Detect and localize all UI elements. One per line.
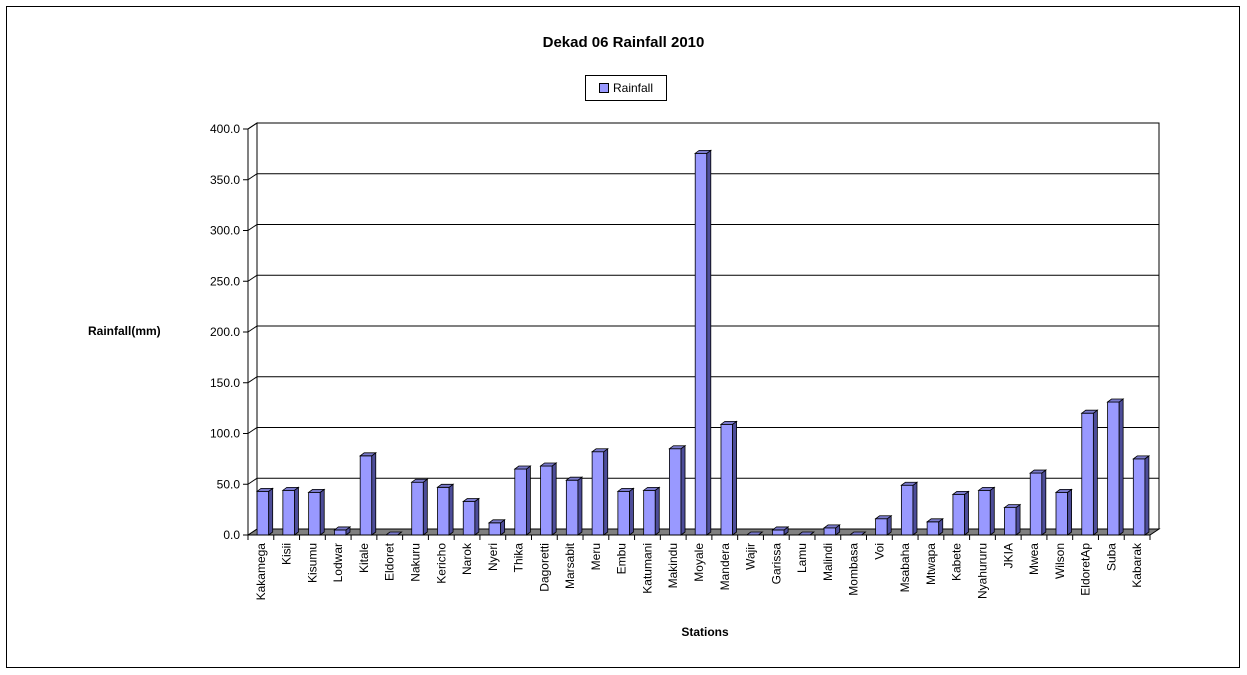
gridline-side bbox=[247, 274, 258, 282]
x-tick-label: Voi bbox=[872, 543, 886, 560]
bar-malindi bbox=[822, 524, 841, 536]
x-tick-label: Mombasa bbox=[847, 543, 861, 596]
x-tick-label: Wilson bbox=[1053, 543, 1067, 579]
y-tick-label: 150.0 bbox=[210, 376, 240, 390]
x-tick-label: Kisumu bbox=[305, 543, 319, 583]
bar-mwea bbox=[1029, 469, 1048, 536]
x-tick-label: Kericho bbox=[434, 543, 448, 584]
y-tick-label: 400.0 bbox=[210, 122, 240, 136]
bar-msabaha bbox=[900, 481, 919, 536]
bar-nyahururu bbox=[977, 486, 996, 536]
x-tick-label: Wajir bbox=[744, 543, 758, 570]
bar-meru bbox=[590, 447, 609, 536]
x-tick-label: Suba bbox=[1104, 543, 1118, 571]
y-tick-label: 350.0 bbox=[210, 173, 240, 187]
x-axis-label: Stations bbox=[681, 625, 729, 639]
gridline-side bbox=[247, 325, 258, 333]
x-tick-label: Kakamega bbox=[254, 543, 268, 601]
bar-narok bbox=[462, 497, 481, 536]
bar-voi bbox=[874, 514, 893, 536]
legend-label: Rainfall bbox=[612, 81, 654, 95]
bar-kisii bbox=[281, 486, 300, 536]
bar-moyale bbox=[694, 149, 712, 536]
x-tick-label: Makindu bbox=[666, 543, 680, 588]
x-tick-label: Thika bbox=[512, 543, 526, 573]
x-tick-label: Lamu bbox=[795, 543, 809, 573]
x-tick-label: Dagoretti bbox=[537, 543, 551, 592]
bar-garissa bbox=[771, 526, 790, 536]
y-tick-label: 200.0 bbox=[210, 325, 240, 339]
bar-kitale bbox=[358, 452, 377, 536]
bar-wilson bbox=[1054, 488, 1073, 536]
gridline-side bbox=[247, 427, 258, 434]
x-tick-label: Katumani bbox=[640, 543, 654, 594]
x-tick-label: Meru bbox=[589, 543, 603, 570]
x-tick-label: Kabarak bbox=[1130, 542, 1144, 588]
bar-thika bbox=[513, 465, 532, 536]
gridline-side bbox=[247, 477, 258, 485]
x-tick-label: Kisii bbox=[280, 543, 294, 565]
x-tick-label: Marsabit bbox=[563, 542, 577, 589]
x-tick-label: EldoretAp bbox=[1079, 543, 1093, 596]
x-tick-label: JKIA bbox=[1001, 543, 1015, 568]
gridline-side bbox=[247, 173, 258, 181]
x-tick-label: Lodwar bbox=[331, 543, 345, 582]
x-tick-label: Eldoret bbox=[383, 542, 397, 581]
bar-katumani bbox=[642, 486, 661, 536]
bar-marsabit bbox=[565, 476, 584, 536]
bar-kabete bbox=[951, 490, 970, 536]
x-tick-label: Kitale bbox=[357, 543, 371, 573]
bar-lodwar bbox=[333, 526, 352, 536]
y-tick-label: 0.0 bbox=[223, 528, 240, 542]
x-tick-label: Mtwapa bbox=[924, 543, 938, 585]
bar-nakuru bbox=[410, 478, 429, 536]
bar-suba bbox=[1106, 398, 1125, 536]
chart-title: Dekad 06 Rainfall 2010 bbox=[542, 34, 705, 51]
x-tick-label: Nyeri bbox=[486, 543, 500, 571]
x-tick-label: Msabaha bbox=[898, 543, 912, 593]
y-tick-label: 100.0 bbox=[210, 427, 240, 441]
x-tick-label: Garissa bbox=[769, 543, 783, 585]
x-tick-label: Moyale bbox=[692, 543, 706, 582]
x-tick-label: Kabete bbox=[950, 543, 964, 581]
x-tick-label: Mandera bbox=[718, 543, 732, 591]
bar-eldoretap bbox=[1080, 409, 1099, 536]
gridline-side bbox=[247, 376, 258, 384]
x-tick-label: Mwea bbox=[1027, 543, 1041, 575]
bar-kakamega bbox=[255, 487, 274, 536]
bar-mandera bbox=[719, 420, 738, 536]
x-tick-label: Embu bbox=[615, 543, 629, 574]
bar-dagoretti bbox=[539, 462, 558, 536]
x-tick-label: Nyahururu bbox=[975, 543, 989, 599]
bar-kericho bbox=[436, 483, 455, 536]
x-tick-label: Narok bbox=[460, 542, 474, 575]
y-tick-label: 50.0 bbox=[217, 477, 241, 491]
bar-kisumu bbox=[307, 488, 326, 536]
bar-embu bbox=[616, 487, 635, 536]
bar-nyeri bbox=[487, 519, 506, 536]
legend-swatch bbox=[598, 83, 609, 93]
y-tick-label: 300.0 bbox=[210, 224, 240, 238]
bar-jkia bbox=[1003, 503, 1022, 536]
gridline-side bbox=[247, 122, 258, 130]
gridline-side bbox=[247, 224, 258, 231]
legend: Rainfall bbox=[585, 75, 667, 101]
y-tick-label: 250.0 bbox=[210, 274, 240, 288]
y-axis-label: Rainfall(mm) bbox=[88, 324, 161, 338]
x-tick-label: Malindi bbox=[821, 543, 835, 581]
bar-kabarak bbox=[1132, 455, 1151, 536]
bar-makindu bbox=[668, 444, 687, 536]
bar-mtwapa bbox=[925, 518, 944, 536]
x-tick-label: Nakuru bbox=[409, 543, 423, 582]
